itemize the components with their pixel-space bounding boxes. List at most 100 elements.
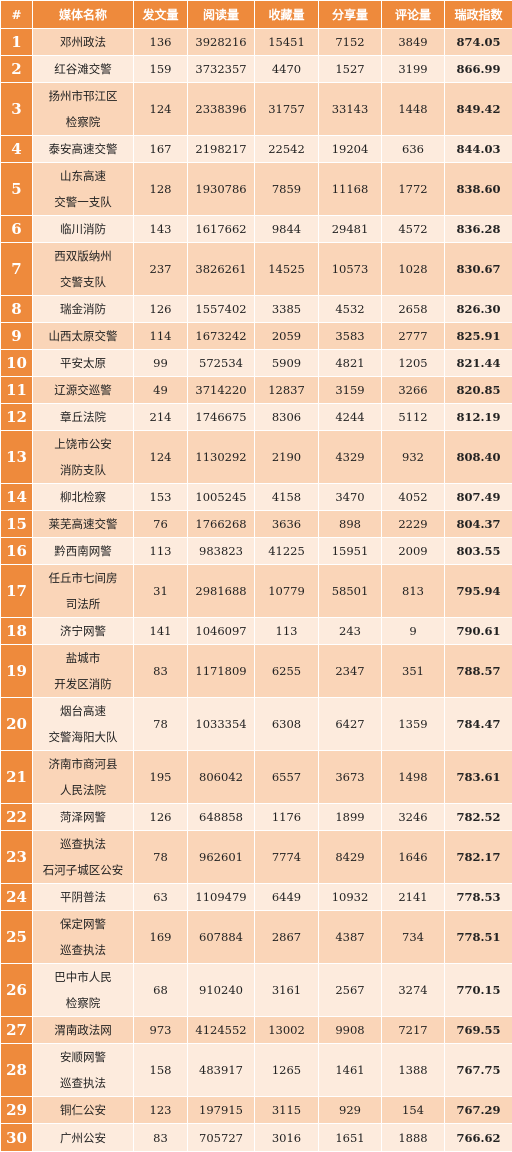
index-cell: 778.53 — [445, 884, 512, 911]
favorites-cell: 9844 — [255, 216, 319, 243]
posts-cell: 136 — [134, 29, 188, 56]
comments-cell: 2141 — [382, 884, 445, 911]
rank-cell: 21 — [1, 751, 33, 804]
media-name-line: 开发区消防 — [33, 671, 133, 697]
shares-cell: 29481 — [319, 216, 382, 243]
comments-cell: 1888 — [382, 1124, 445, 1152]
rank-cell: 25 — [1, 911, 33, 964]
media-name-cell: 菏泽网警 — [33, 804, 134, 831]
rank-cell: 11 — [1, 377, 33, 404]
reads-cell: 705727 — [188, 1124, 255, 1152]
media-name-cell: 章丘法院 — [33, 404, 134, 431]
rank-cell: 7 — [1, 243, 33, 296]
favorites-cell: 1265 — [255, 1044, 319, 1097]
media-name-line: 任丘市七间房 — [33, 565, 133, 591]
media-name-cell: 上饶市公安消防支队 — [33, 431, 134, 484]
reads-cell: 1930786 — [188, 163, 255, 216]
comments-cell: 9 — [382, 618, 445, 645]
comments-cell: 4572 — [382, 216, 445, 243]
reads-cell: 1617662 — [188, 216, 255, 243]
comments-cell: 4052 — [382, 484, 445, 511]
comments-cell: 1388 — [382, 1044, 445, 1097]
reads-cell: 983823 — [188, 538, 255, 565]
rank-cell: 18 — [1, 618, 33, 645]
shares-cell: 11168 — [319, 163, 382, 216]
posts-cell: 83 — [134, 645, 188, 698]
reads-cell: 607884 — [188, 911, 255, 964]
favorites-cell: 14525 — [255, 243, 319, 296]
comments-cell: 636 — [382, 136, 445, 163]
rank-cell: 8 — [1, 296, 33, 323]
posts-cell: 126 — [134, 296, 188, 323]
index-cell: 769.55 — [445, 1017, 512, 1044]
rank-cell: 12 — [1, 404, 33, 431]
rank-cell: 6 — [1, 216, 33, 243]
shares-cell: 1527 — [319, 56, 382, 83]
shares-cell: 2567 — [319, 964, 382, 1017]
media-name-cell: 瑞金消防 — [33, 296, 134, 323]
favorites-cell: 3161 — [255, 964, 319, 1017]
media-name-line: 铜仁公安 — [33, 1097, 133, 1123]
rank-cell: 23 — [1, 831, 33, 884]
index-cell: 804.37 — [445, 511, 512, 538]
media-name-cell: 莱芜高速交警 — [33, 511, 134, 538]
media-name-cell: 保定网警巡查执法 — [33, 911, 134, 964]
header-reads: 阅读量 — [188, 1, 255, 29]
posts-cell: 124 — [134, 83, 188, 136]
rank-cell: 17 — [1, 565, 33, 618]
shares-cell: 9908 — [319, 1017, 382, 1044]
media-name-line: 红谷滩交警 — [33, 56, 133, 82]
rank-cell: 2 — [1, 56, 33, 83]
favorites-cell: 4470 — [255, 56, 319, 83]
favorites-cell: 2190 — [255, 431, 319, 484]
shares-cell: 1651 — [319, 1124, 382, 1152]
media-name-line: 平安太原 — [33, 350, 133, 376]
rank-cell: 14 — [1, 484, 33, 511]
index-cell: 767.29 — [445, 1097, 512, 1124]
header-rank: # — [1, 1, 33, 29]
comments-cell: 154 — [382, 1097, 445, 1124]
reads-cell: 197915 — [188, 1097, 255, 1124]
media-name-line: 济宁网警 — [33, 618, 133, 644]
index-cell: 849.42 — [445, 83, 512, 136]
posts-cell: 123 — [134, 1097, 188, 1124]
media-name-line: 章丘法院 — [33, 404, 133, 430]
media-name-cell: 临川消防 — [33, 216, 134, 243]
media-name-line: 山东高速 — [33, 163, 133, 189]
media-name-cell: 盐城市开发区消防 — [33, 645, 134, 698]
favorites-cell: 2867 — [255, 911, 319, 964]
reads-cell: 1557402 — [188, 296, 255, 323]
shares-cell: 6427 — [319, 698, 382, 751]
posts-cell: 237 — [134, 243, 188, 296]
header-comments: 评论量 — [382, 1, 445, 29]
comments-cell: 2777 — [382, 323, 445, 350]
favorites-cell: 10779 — [255, 565, 319, 618]
shares-cell: 4329 — [319, 431, 382, 484]
media-name-cell: 巡查执法石河子城区公安 — [33, 831, 134, 884]
comments-cell: 813 — [382, 565, 445, 618]
shares-cell: 3583 — [319, 323, 382, 350]
reads-cell: 1171809 — [188, 645, 255, 698]
header-row: # 媒体名称 发文量 阅读量 收藏量 分享量 评论量 瑞政指数 — [1, 1, 512, 29]
media-name-line: 巴中市人民 — [33, 964, 133, 990]
shares-cell: 1461 — [319, 1044, 382, 1097]
shares-cell: 3673 — [319, 751, 382, 804]
media-name-cell: 扬州市邗江区检察院 — [33, 83, 134, 136]
posts-cell: 113 — [134, 538, 188, 565]
favorites-cell: 2059 — [255, 323, 319, 350]
favorites-cell: 7859 — [255, 163, 319, 216]
favorites-cell: 6255 — [255, 645, 319, 698]
posts-cell: 214 — [134, 404, 188, 431]
rank-cell: 26 — [1, 964, 33, 1017]
reads-cell: 1130292 — [188, 431, 255, 484]
